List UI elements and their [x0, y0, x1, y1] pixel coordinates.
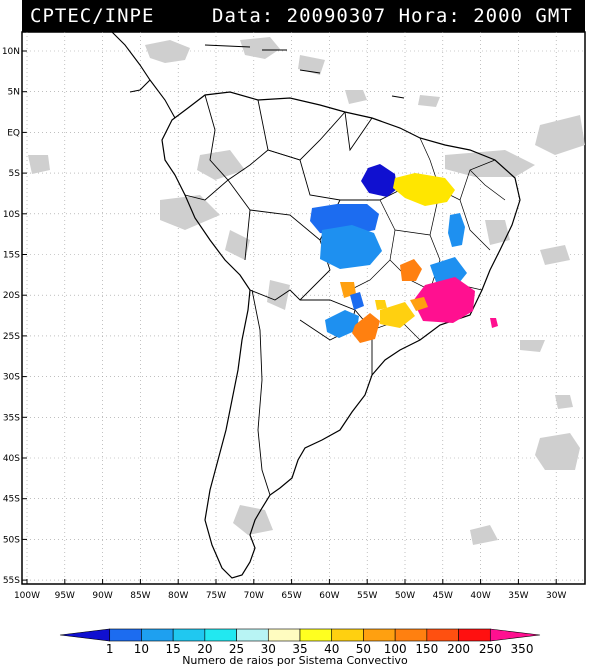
- lon-label: 45W: [433, 591, 453, 601]
- lon-label: 55W: [357, 591, 377, 601]
- cluster-40: [393, 173, 455, 206]
- lat-label: 10S: [3, 210, 20, 220]
- lat-label: 25S: [3, 332, 20, 342]
- lon-label: 90W: [92, 591, 112, 601]
- colorbar-labels: 1 10 15 20 25 30 35 40 50 100 150 200 250 350: [106, 642, 534, 656]
- colorbar-title: Numero de raios por Sistema Convectivo: [182, 654, 408, 667]
- lat-label: 35S: [3, 413, 20, 423]
- cluster-50-b: [380, 302, 415, 328]
- colorbar-segments: [59, 628, 541, 642]
- colorbar-segment: [363, 628, 396, 642]
- longitude-labels: 100W 95W 90W 85W 80W 75W 70W 65W 60W 55W 50W 45W 40W…: [14, 591, 567, 601]
- lon-label: 85W: [130, 591, 150, 601]
- continent-outline: [161, 91, 521, 579]
- lat-label: 40S: [3, 454, 20, 464]
- colorbar-label: 10: [134, 642, 149, 656]
- lat-label: 50S: [3, 535, 20, 545]
- colorbar-segment: [394, 628, 428, 642]
- lon-label: 60W: [319, 591, 339, 601]
- lat-label: 15S: [3, 251, 20, 261]
- colorbar-label: 30: [261, 642, 276, 656]
- cluster-50: [375, 300, 387, 310]
- lon-label: 50W: [395, 591, 415, 601]
- colorbar-label: 50: [356, 642, 371, 656]
- cluster-100-b: [410, 297, 428, 311]
- colorbar-segment: [204, 628, 237, 642]
- lat-label: 10N: [2, 47, 20, 57]
- cluster-150: [400, 259, 422, 281]
- lat-label: 30S: [3, 373, 20, 383]
- lon-label: 75W: [206, 591, 226, 601]
- lon-label: 80W: [168, 591, 188, 601]
- colorbar-segment: [236, 628, 269, 642]
- cluster-15: [320, 225, 382, 269]
- cluster-15-c: [430, 257, 467, 285]
- colorbar-label: 150: [415, 642, 438, 656]
- colorbar-label: 40: [324, 642, 339, 656]
- cluster-350-b: [490, 318, 498, 328]
- colorbar-label: 250: [479, 642, 502, 656]
- lon-label: 100W: [14, 591, 40, 601]
- lat-label: 5S: [9, 169, 21, 179]
- colorbar-segment: [331, 628, 364, 642]
- colorbar-segment: [172, 628, 206, 642]
- colorbar-label: 1: [106, 642, 114, 656]
- lat-label: 20S: [3, 291, 20, 301]
- header-datetime: Data: 20090307 Hora: 2000 GMT: [212, 5, 573, 27]
- colorbar-label: 35: [292, 642, 307, 656]
- lat-label: 55S: [3, 576, 20, 586]
- central-america-outline: [109, 29, 176, 119]
- latitude-labels: 10N 5N EQ 5S 10S 15S 20S 25S 30S 35S 40S 45S 50S 55S: [2, 47, 20, 586]
- lat-label: EQ: [7, 128, 20, 138]
- colorbar-segment: [267, 628, 301, 642]
- cluster-100: [340, 282, 356, 298]
- map-header: CPTEC/INPE Data: 20090307 Hora: 2000 GMT: [22, 0, 585, 32]
- cluster-1: [361, 164, 397, 197]
- colorbar-segment: [109, 628, 142, 642]
- lon-label: 40W: [470, 591, 490, 601]
- colorbar-segment: [426, 628, 459, 642]
- cluster-350: [413, 277, 475, 323]
- caribbean-islands: [204, 44, 405, 99]
- lon-label: 35W: [508, 591, 528, 601]
- colorbar-label: 200: [447, 642, 470, 656]
- cluster-10-b: [350, 292, 364, 310]
- header-source: CPTEC/INPE: [30, 5, 155, 27]
- colorbar-label: 15: [166, 642, 181, 656]
- lat-label: 5N: [8, 88, 20, 98]
- colorbar-label: 25: [229, 642, 244, 656]
- lat-label: 45S: [3, 495, 20, 505]
- colorbar-segment: [299, 628, 333, 642]
- colorbar-segment: [458, 628, 491, 642]
- cluster-15-b: [448, 213, 465, 247]
- colorbar-label: 100: [384, 642, 407, 656]
- colorbar-label: 20: [197, 642, 212, 656]
- cluster-150-b: [352, 313, 380, 343]
- gridlines: [22, 32, 585, 584]
- colorbar-label: 350: [511, 642, 534, 656]
- lon-label: 95W: [55, 591, 75, 601]
- lon-label: 30W: [546, 591, 566, 601]
- lightning-clusters: [310, 164, 498, 343]
- cloud-cover: [28, 37, 585, 545]
- cluster-15-d: [325, 310, 359, 338]
- colorbar-segment: [59, 628, 111, 642]
- cluster-10-a: [310, 204, 379, 236]
- colorbar-segment: [489, 628, 541, 642]
- lon-label: 70W: [244, 591, 264, 601]
- colorbar-segment: [141, 628, 174, 642]
- map-frame: [21, 31, 586, 585]
- lon-label: 65W: [281, 591, 301, 601]
